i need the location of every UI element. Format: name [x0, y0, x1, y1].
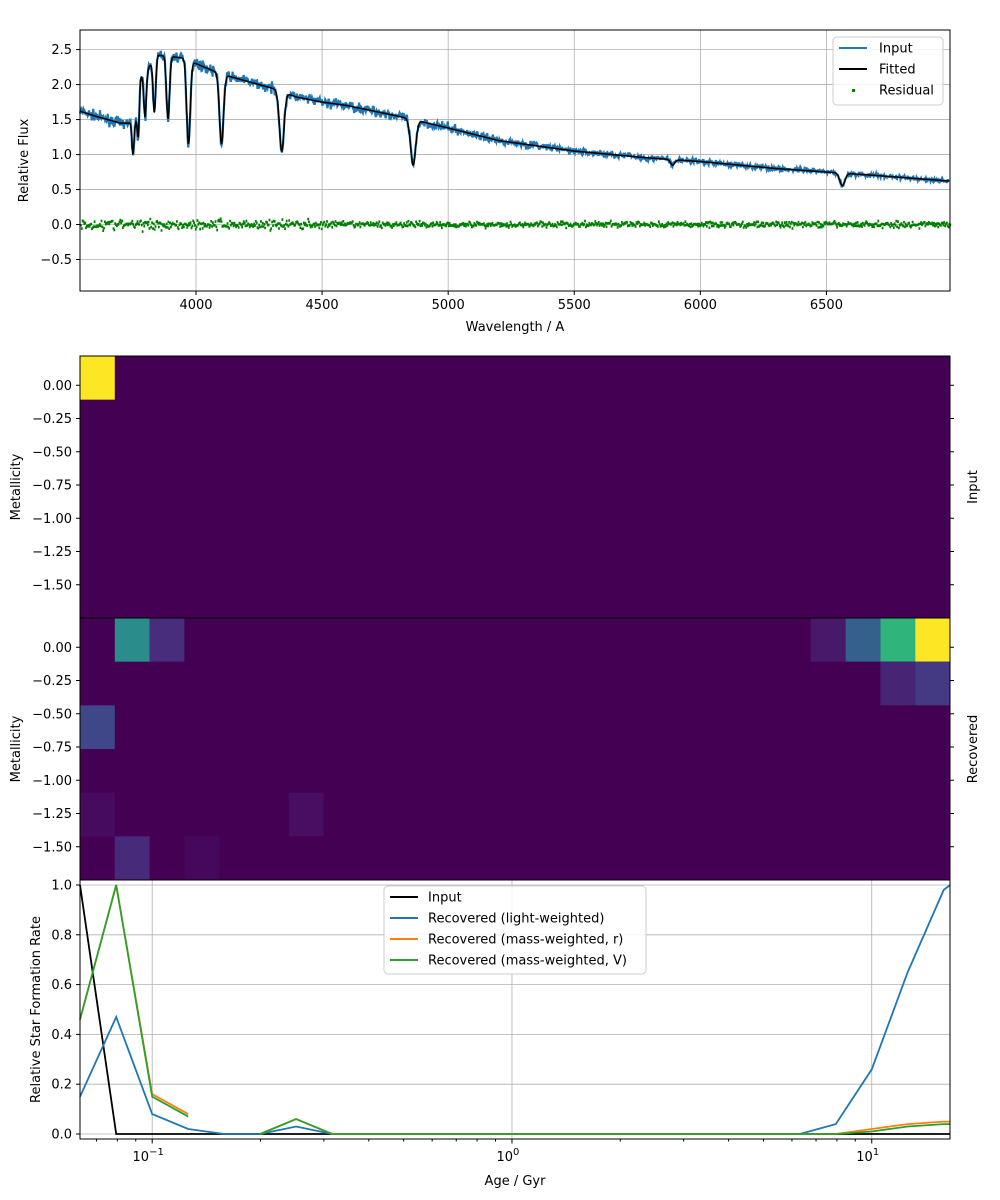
sfr-x-tick-label: 101: [856, 1147, 879, 1165]
recovered-heatmap-y-tick-label: −1.00: [32, 774, 72, 789]
recovered-heatmap-cell: [80, 705, 115, 749]
recovered-heatmap-cell: [845, 618, 881, 662]
spectrum-legend-label: Residual: [879, 84, 934, 99]
recovered-heatmap-cell: [810, 618, 846, 662]
sfr-x-tick-label: 100: [497, 1147, 520, 1165]
recovered-heatmap-y-tick-label: −0.25: [32, 674, 72, 689]
recovered-heatmap-cell: [915, 661, 950, 706]
spectrum-legend: Input Fitted Residual: [832, 36, 944, 106]
recovered-heatmap-background: [80, 618, 950, 880]
recovered-heatmap-cells: [80, 618, 950, 880]
sfr-y-tick-label: 0.6: [51, 978, 72, 993]
spectrum-x-axis-label: Wavelength / A: [466, 320, 565, 335]
recovered-heatmap-cell: [114, 618, 150, 662]
sfr-panel: 10−1 100 101 0.0 0.2 0.4 0.6 0.8 1.0 Age / Gyr Rel…: [29, 878, 951, 1189]
input-heatmap-y-tick-label: −0.25: [32, 412, 72, 427]
recovered-heatmap-cell: [880, 618, 916, 662]
spectrum-residual-points: [80, 217, 952, 233]
sfr-legend-label: Recovered (light-weighted): [428, 912, 604, 927]
spectrum-y-tick-label: 2.5: [51, 43, 72, 58]
spectrum-y-tick-label: 1.0: [51, 148, 72, 163]
input-heatmap-y-tick-label: −0.50: [32, 445, 72, 460]
sfr-y-tick-label: 1.0: [51, 878, 72, 893]
spectrum-y-tick-label: 0.0: [51, 218, 72, 233]
spectrum-legend-label: Input: [879, 42, 913, 57]
recovered-heatmap-cell: [880, 661, 916, 706]
recovered-heatmap-cell: [80, 792, 115, 837]
spectrum-y-tick-label: 0.5: [51, 183, 72, 198]
spectrum-x-tick-label: 6500: [810, 298, 843, 313]
sfr-x-axis-label: Age / Gyr: [485, 1174, 547, 1189]
spectrum-legend-label: Fitted: [879, 63, 916, 78]
spectrum-x-tick-label: 5500: [558, 298, 591, 313]
sfr-series-line: [79, 884, 950, 1135]
input-heatmap-y-tick-label: −0.75: [32, 479, 72, 494]
spectrum-y-axis-label: Relative Flux: [17, 118, 32, 202]
recovered-heatmap-y-tick-label: −1.25: [32, 807, 72, 822]
sfr-legend: Input Recovered (light-weighted) Recovered…: [383, 885, 647, 975]
recovered-heatmap-cell: [184, 836, 220, 880]
sfr-y-axis-label: Relative Star Formation Rate: [29, 916, 44, 1103]
sfr-axes-frame: [79, 879, 951, 1140]
recovered-heatmap-y-tick-label: −1.50: [32, 840, 72, 855]
input-heatmap-cell: [80, 356, 115, 400]
sfr-legend-label: Input: [428, 891, 462, 906]
spectrum-y-tick-label: −0.5: [40, 253, 72, 268]
recovered-heatmap-y-tick-label: 0.00: [43, 641, 72, 656]
sfr-y-tick-label: 0.8: [51, 928, 72, 943]
recovered-heatmap-cell: [114, 836, 150, 880]
recovered-heatmap-side-label: Recovered: [966, 715, 981, 784]
spectrum-x-tick-label: 5000: [432, 298, 465, 313]
input-heatmap-y-tick-label: 0.00: [43, 379, 72, 394]
recovered-heatmap-cell: [288, 792, 324, 837]
recovered-heatmap-y-tick-label: −0.75: [32, 741, 72, 756]
spectrum-legend-box: [832, 36, 944, 106]
spectrum-x-tick-label: 4500: [306, 298, 339, 313]
input-heatmap-panel: 0.00 −0.25 −0.50 −0.75 −1.00 −1.25 −1.50 Metall…: [9, 355, 981, 619]
input-heatmap-y-axis-label: Metallicity: [9, 453, 24, 520]
spectrum-axes-frame: [79, 29, 951, 292]
input-heatmap-y-tick-label: −1.00: [32, 512, 72, 527]
sfr-legend-box: [383, 885, 647, 975]
input-heatmap-side-label: Input: [966, 470, 981, 504]
spectrum-x-tick-label: 6000: [684, 298, 717, 313]
spectrum-x-tick-label: 4000: [179, 298, 212, 313]
spectrum-fitted-line: [79, 54, 949, 187]
sfr-y-tick-label: 0.4: [51, 1028, 72, 1043]
recovered-heatmap-panel: 0.00 −0.25 −0.50 −0.75 −1.00 −1.25 −1.50 Metall…: [9, 617, 981, 881]
recovered-heatmap-y-tick-label: −0.50: [32, 707, 72, 722]
sfr-y-tick-label: 0.2: [51, 1078, 72, 1093]
spectrum-y-tick-label: 1.5: [51, 113, 72, 128]
recovered-heatmap-cell: [149, 618, 185, 662]
sfr-y-tick-label: 0.0: [51, 1128, 72, 1143]
sfr-legend-label: Recovered (mass-weighted, V): [428, 954, 627, 969]
spectrum-legend-swatch: [852, 89, 855, 92]
recovered-heatmap-y-axis-label: Metallicity: [9, 715, 24, 782]
input-heatmap-y-tick-label: −1.50: [32, 578, 72, 593]
spectrum-panel: 4000 4500 5000 5500 6000 6500 −0.5 0.0 0.5 1.0 1.5…: [17, 29, 952, 335]
input-heatmap-cells: [80, 356, 115, 400]
input-heatmap-background: [80, 356, 950, 618]
spectrum-y-tick-label: 2.0: [51, 78, 72, 93]
recovered-heatmap-cell: [915, 618, 950, 662]
sfr-legend-label: Recovered (mass-weighted, r): [428, 933, 623, 948]
sfr-x-tick-label: 10−1: [133, 1147, 164, 1165]
input-heatmap-y-tick-label: −1.25: [32, 545, 72, 560]
